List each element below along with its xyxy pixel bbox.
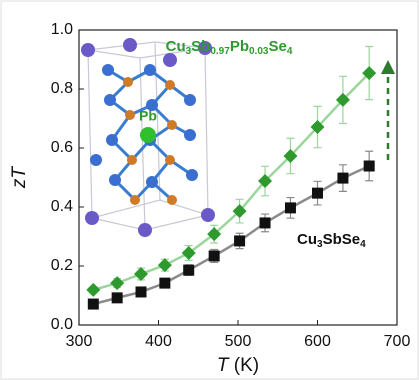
- series-label-part: 0.03: [249, 46, 269, 57]
- series-label-part: 4: [287, 46, 293, 57]
- series-label-part: SbSe: [323, 231, 361, 248]
- marker: [260, 217, 271, 228]
- y-tick-label: 0.4: [51, 198, 73, 215]
- marker: [112, 292, 123, 303]
- marker: [337, 173, 348, 184]
- marker: [312, 188, 323, 199]
- y-tick-label: 0.8: [51, 80, 73, 97]
- marker: [134, 267, 148, 281]
- marker: [183, 265, 194, 276]
- series-line: [93, 73, 369, 290]
- series-label-part: Cu: [297, 231, 317, 248]
- y-tick-label: 0.0: [51, 316, 73, 333]
- marker: [136, 286, 147, 297]
- series-label-part: Sb: [191, 38, 210, 55]
- x-axis-label: T (K): [217, 355, 259, 376]
- crystal-inset: Pb: [81, 38, 215, 237]
- series-label: Cu3SbSe4: [297, 231, 366, 250]
- chart: Pb 0.0 0.2 0.4 0.6 0.8 1.0 300 400 500 600 700 T (K…: [0, 0, 419, 380]
- y-tick-label: 1.0: [51, 21, 73, 38]
- marker: [364, 160, 375, 171]
- marker: [86, 283, 100, 297]
- series-label-part: Se: [268, 38, 286, 55]
- marker: [209, 250, 220, 261]
- marker: [285, 202, 296, 213]
- marker: [234, 235, 245, 246]
- marker: [110, 276, 124, 290]
- series-label-part: Cu: [166, 38, 186, 55]
- y-tick-label: 0.6: [51, 139, 73, 156]
- marker: [88, 299, 99, 310]
- series-label-part: 4: [360, 239, 366, 250]
- x-axis-label-part: (K): [229, 355, 260, 376]
- x-tick-label: 500: [225, 333, 252, 350]
- x-tick-label: 400: [145, 333, 172, 350]
- series-label-part: 0.97: [210, 46, 230, 57]
- arrow-head: [381, 60, 395, 74]
- x-tick-label: 600: [304, 333, 331, 350]
- x-tick-label: 700: [384, 333, 411, 350]
- page: {"chart_data": {"type": "line", "x_label…: [0, 0, 419, 380]
- series-label: Cu3Sb0.97Pb0.03Se4: [166, 38, 293, 57]
- marker: [158, 258, 172, 272]
- y-axis-label: zT: [9, 166, 30, 190]
- marker: [159, 278, 170, 289]
- series-label-part: Pb: [230, 38, 249, 55]
- y-tick-label: 0.2: [51, 257, 73, 274]
- x-tick-label: 300: [66, 333, 93, 350]
- annotation: Pb: [139, 108, 157, 124]
